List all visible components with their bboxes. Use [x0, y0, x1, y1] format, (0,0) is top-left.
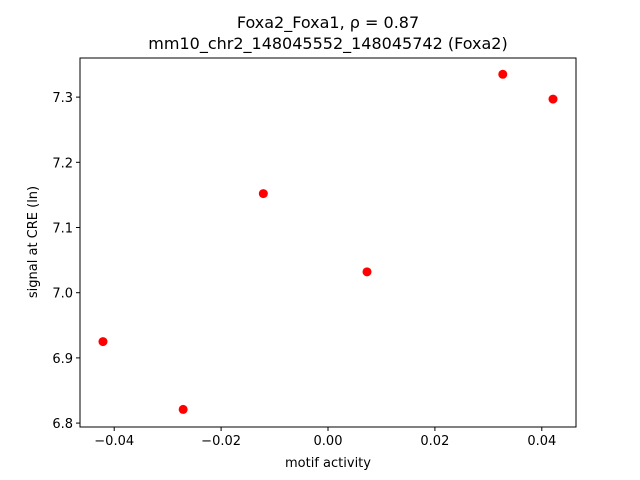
y-tick-label: 7.3	[52, 91, 73, 106]
y-tick-label: 6.8	[52, 417, 73, 432]
y-tick-label: 7.0	[52, 287, 73, 302]
point	[258, 189, 268, 199]
x-axis-label: motif activity	[285, 456, 371, 471]
y-tick-label: 7.1	[52, 222, 73, 237]
y-tick-label: 6.9	[52, 352, 73, 367]
point	[548, 94, 558, 104]
x-tick-label: 0.02	[420, 434, 449, 449]
y-tick-label: 7.2	[52, 156, 73, 171]
chart-subtitle: mm10_chr2_148045552_148045742 (Foxa2)	[148, 34, 507, 54]
point	[178, 404, 188, 414]
chart-title: Foxa2_Foxa1, ρ = 0.87	[237, 13, 419, 33]
point	[498, 69, 508, 79]
x-tick-label: −0.02	[201, 434, 241, 449]
point	[362, 267, 372, 277]
plot-frame	[79, 57, 577, 428]
x-tick-label: 0.00	[314, 434, 343, 449]
y-axis-label: signal at CRE (ln)	[26, 186, 41, 298]
point	[98, 337, 108, 347]
x-tick-label: 0.04	[527, 434, 556, 449]
x-tick-label: −0.04	[94, 434, 134, 449]
